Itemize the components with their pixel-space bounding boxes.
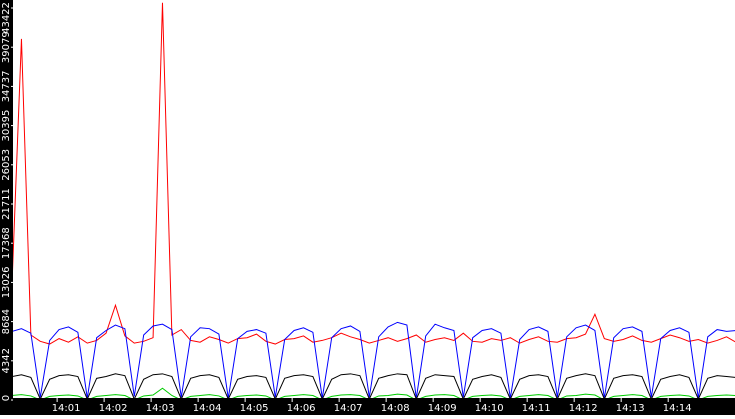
x-tick-label: 14:01 [52, 403, 81, 414]
x-tick-label: 14:04 [193, 403, 222, 414]
x-tick-label: 14:14 [663, 403, 692, 414]
y-tick-label: 13026 [1, 266, 12, 298]
series-line [13, 373, 735, 398]
x-tick-label: 14:02 [99, 403, 128, 414]
y-tick-label: 39079 [1, 31, 12, 63]
series-line [13, 321, 735, 398]
y-tick-label: 17368 [1, 227, 12, 259]
y-tick-label: 0 [1, 395, 12, 401]
x-tick-label: 14:06 [287, 403, 316, 414]
x-tick-label: 14:13 [616, 403, 645, 414]
x-tick-label: 14:12 [569, 403, 598, 414]
x-tick-label: 14:11 [522, 403, 551, 414]
y-tick-label: 34737 [1, 70, 12, 102]
x-tick-label: 14:05 [240, 403, 269, 414]
y-tick-label: 21711 [1, 188, 12, 220]
x-tick-label: 14:09 [428, 403, 457, 414]
series-line [13, 387, 735, 398]
axis-layer: 0 4342 8684 13026 17368 21711 26053 30395 34737 3… [1, 2, 692, 414]
series-line [13, 2, 735, 345]
x-tick-label: 14:07 [334, 403, 363, 414]
y-tick-label: 30395 [1, 110, 12, 142]
series-layer [13, 2, 735, 398]
x-tick-label: 14:10 [475, 403, 504, 414]
y-tick-label: 8684 [1, 309, 12, 334]
x-tick-label: 14:03 [146, 403, 175, 414]
x-tick-label: 14:08 [381, 403, 410, 414]
y-tick-label: 26053 [1, 149, 12, 181]
y-tick-label: 4342 [1, 348, 12, 373]
x-axis-band [0, 398, 735, 415]
y-tick-label: 43422 [1, 2, 12, 34]
y-axis-band [0, 0, 13, 415]
